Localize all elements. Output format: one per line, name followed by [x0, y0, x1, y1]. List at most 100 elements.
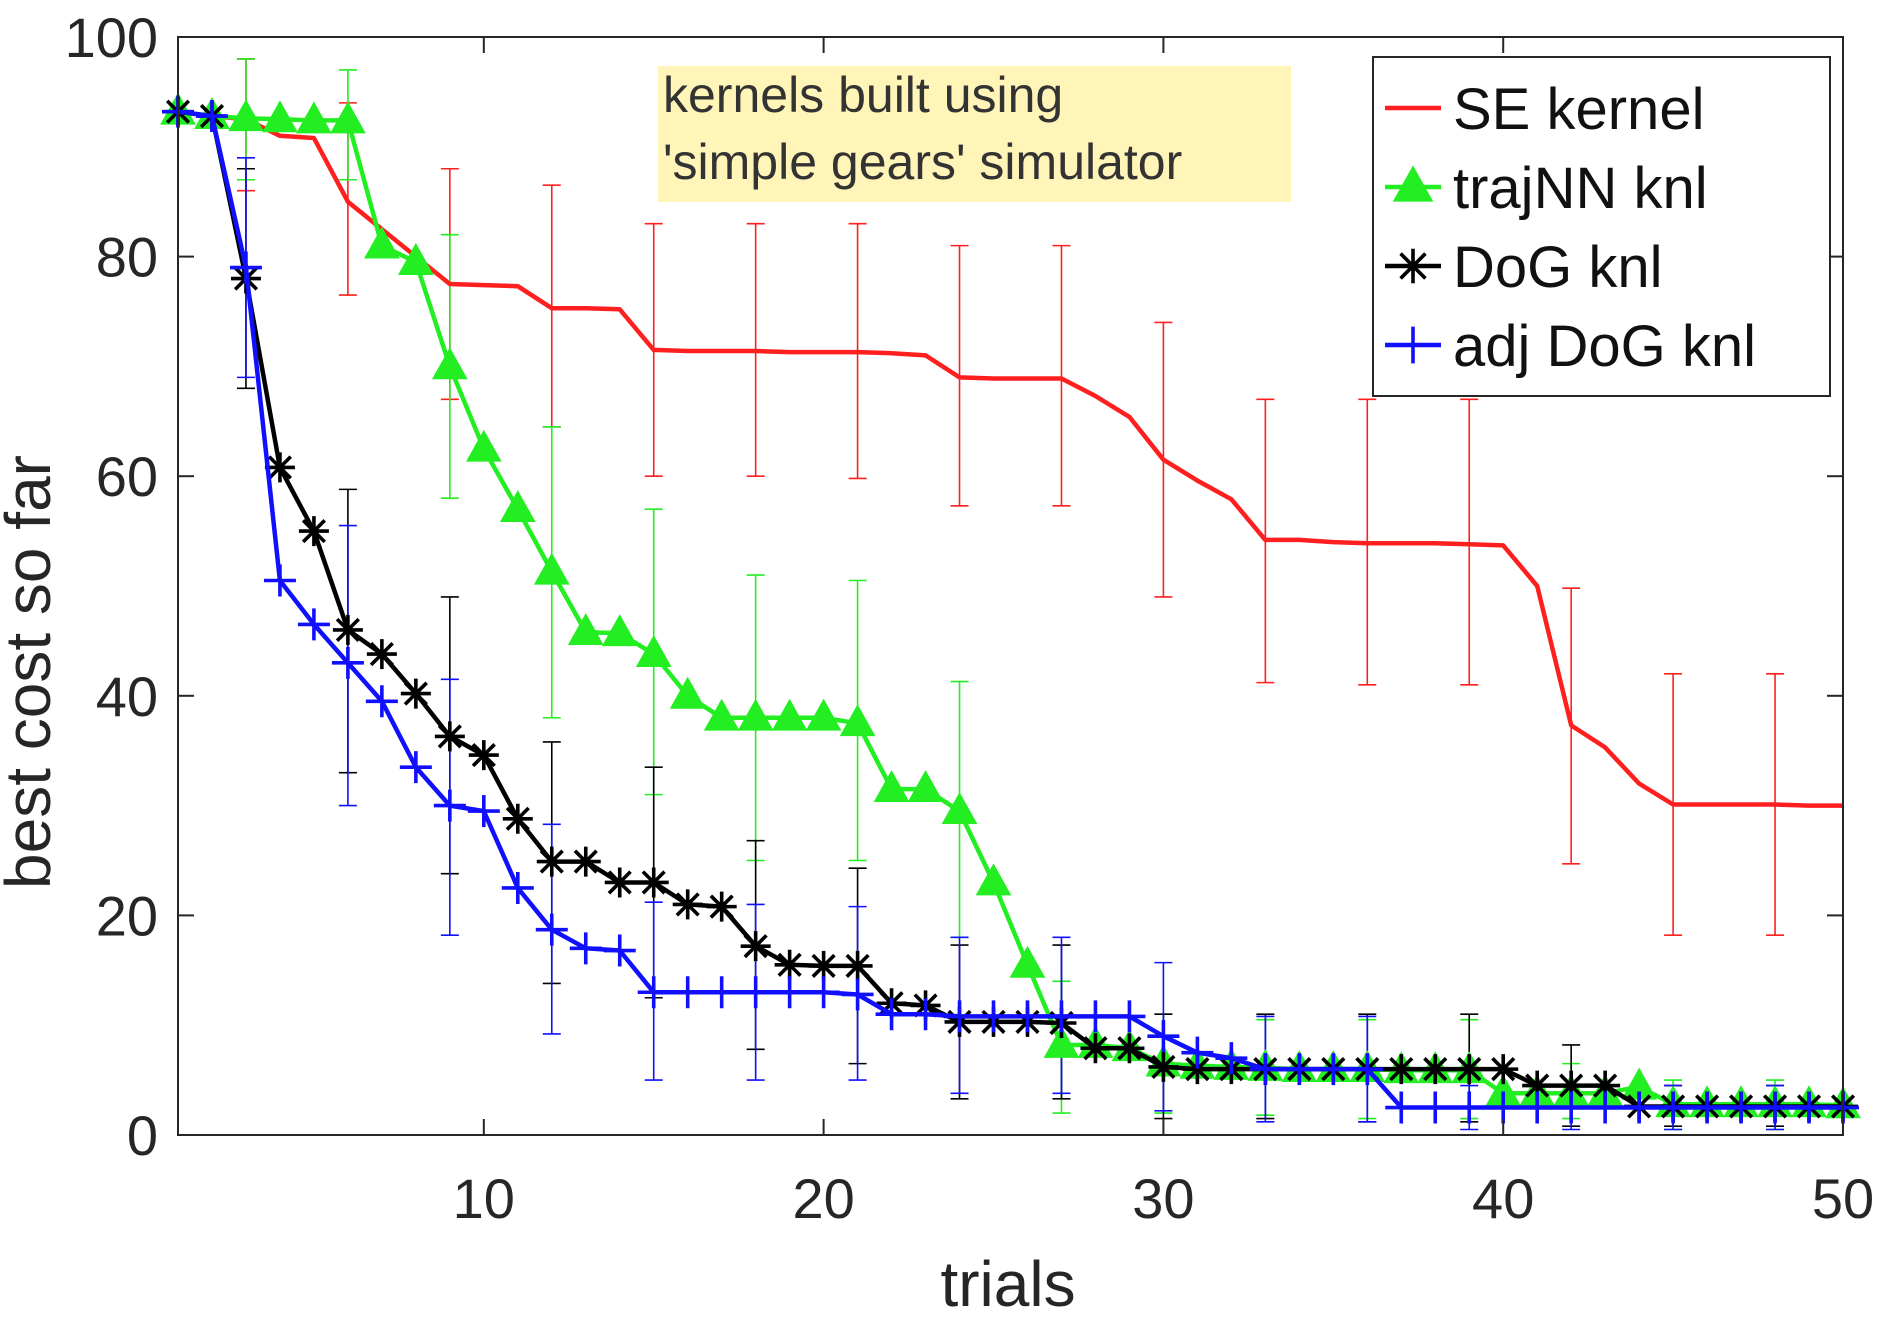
marker-plus — [1215, 1042, 1248, 1075]
marker-triangle — [1009, 945, 1046, 978]
marker-triangle — [296, 101, 332, 134]
marker-asterisk — [638, 867, 669, 898]
marker-triangle — [431, 347, 468, 380]
marker-triangle — [669, 676, 706, 709]
marker-triangle — [941, 792, 978, 824]
series-line — [177, 109, 1843, 808]
x-axis-label: trials — [940, 1248, 1075, 1320]
marker-asterisk — [1080, 1033, 1111, 1064]
marker-plus — [1351, 1053, 1384, 1086]
marker-plus — [943, 1000, 976, 1033]
marker-asterisk — [842, 950, 873, 981]
x-tick-label: 30 — [1132, 1167, 1194, 1230]
legend-label: adj DoG knl — [1453, 314, 1756, 379]
series-lines-layer — [160, 92, 1861, 1124]
marker-plus — [1623, 1091, 1656, 1124]
marker-plus — [195, 100, 228, 133]
annotation: kernels built using 'simple gears' simul… — [658, 66, 1291, 202]
annotation-line: kernels built using — [663, 67, 1063, 123]
annotation-line: 'simple gears' simulator — [663, 134, 1182, 190]
marker-plus — [467, 795, 500, 828]
marker-asterisk — [502, 803, 533, 834]
marker-plus — [399, 751, 432, 784]
marker-plus — [263, 564, 296, 597]
marker-triangle — [262, 100, 298, 133]
marker-plus — [841, 978, 874, 1011]
marker-plus — [569, 932, 602, 965]
marker-asterisk — [1386, 1054, 1417, 1085]
marker-plus — [1317, 1053, 1350, 1086]
marker-plus — [331, 646, 364, 679]
marker-triangle — [805, 698, 842, 731]
marker-plus — [1453, 1091, 1486, 1124]
marker-asterisk — [1454, 1054, 1485, 1085]
legend-label: DoG knl — [1453, 235, 1663, 300]
marker-asterisk — [1522, 1070, 1553, 1101]
marker-triangle — [364, 226, 400, 259]
marker-asterisk — [1556, 1070, 1587, 1101]
marker-plus — [501, 871, 534, 904]
marker-triangle — [1392, 165, 1434, 202]
marker-plus — [1589, 1091, 1622, 1124]
marker-plus — [807, 976, 840, 1009]
marker-asterisk — [366, 639, 397, 670]
marker-plus — [875, 998, 908, 1031]
marker-triangle — [737, 698, 774, 731]
marker-plus — [433, 789, 466, 822]
marker-asterisk — [264, 452, 295, 483]
marker-triangle — [873, 770, 910, 803]
marker-asterisk — [706, 891, 737, 922]
legend-box — [1372, 56, 1831, 397]
marker-plus — [1147, 1020, 1180, 1053]
marker-asterisk — [298, 516, 329, 547]
x-tick-label: 10 — [453, 1167, 515, 1230]
marker-asterisk — [1488, 1054, 1519, 1085]
marker-plus — [365, 685, 398, 718]
marker-asterisk — [434, 721, 465, 752]
marker-triangle — [533, 552, 570, 585]
y-tick-label: 80 — [96, 226, 158, 289]
marker-plus — [1394, 326, 1432, 364]
marker-triangle — [330, 101, 366, 134]
marker-asterisk — [774, 949, 805, 980]
marker-asterisk — [570, 846, 601, 877]
marker-asterisk — [1420, 1054, 1451, 1085]
marker-plus — [1487, 1091, 1520, 1124]
x-tick-label: 50 — [1812, 1167, 1874, 1230]
marker-asterisk — [536, 846, 567, 877]
annotation-background — [658, 66, 1291, 202]
marker-plus — [1555, 1091, 1588, 1124]
marker-plus — [1793, 1091, 1826, 1124]
marker-asterisk — [400, 678, 431, 709]
marker-triangle — [567, 613, 604, 646]
marker-asterisk — [808, 950, 839, 981]
marker-triangle — [839, 704, 876, 737]
marker-plus — [1521, 1091, 1554, 1124]
legend-label: SE kernel — [1453, 77, 1704, 142]
marker-plus — [1657, 1091, 1690, 1124]
y-tick-label: 0 — [127, 1104, 158, 1167]
marker-triangle — [635, 635, 672, 667]
marker-triangle — [975, 863, 1012, 896]
marker-triangle — [703, 698, 740, 731]
marker-triangle — [398, 243, 434, 275]
marker-asterisk — [468, 740, 499, 771]
marker-plus — [909, 998, 942, 1031]
x-tick-label: 20 — [792, 1167, 854, 1230]
marker-triangle — [907, 770, 944, 803]
y-axis-label: best cost so far — [0, 455, 64, 889]
marker-plus — [773, 976, 806, 1009]
marker-plus — [229, 251, 262, 284]
marker-plus — [535, 913, 568, 946]
marker-asterisk — [740, 931, 771, 962]
marker-triangle — [228, 99, 264, 132]
y-tick-label: 100 — [65, 6, 158, 69]
y-tick-label: 40 — [96, 665, 158, 728]
marker-asterisk — [604, 867, 635, 898]
marker-plus — [637, 976, 670, 1009]
marker-triangle — [465, 429, 502, 462]
marker-triangle — [499, 490, 536, 523]
marker-triangle — [771, 698, 808, 731]
marker-plus — [1385, 1091, 1418, 1124]
